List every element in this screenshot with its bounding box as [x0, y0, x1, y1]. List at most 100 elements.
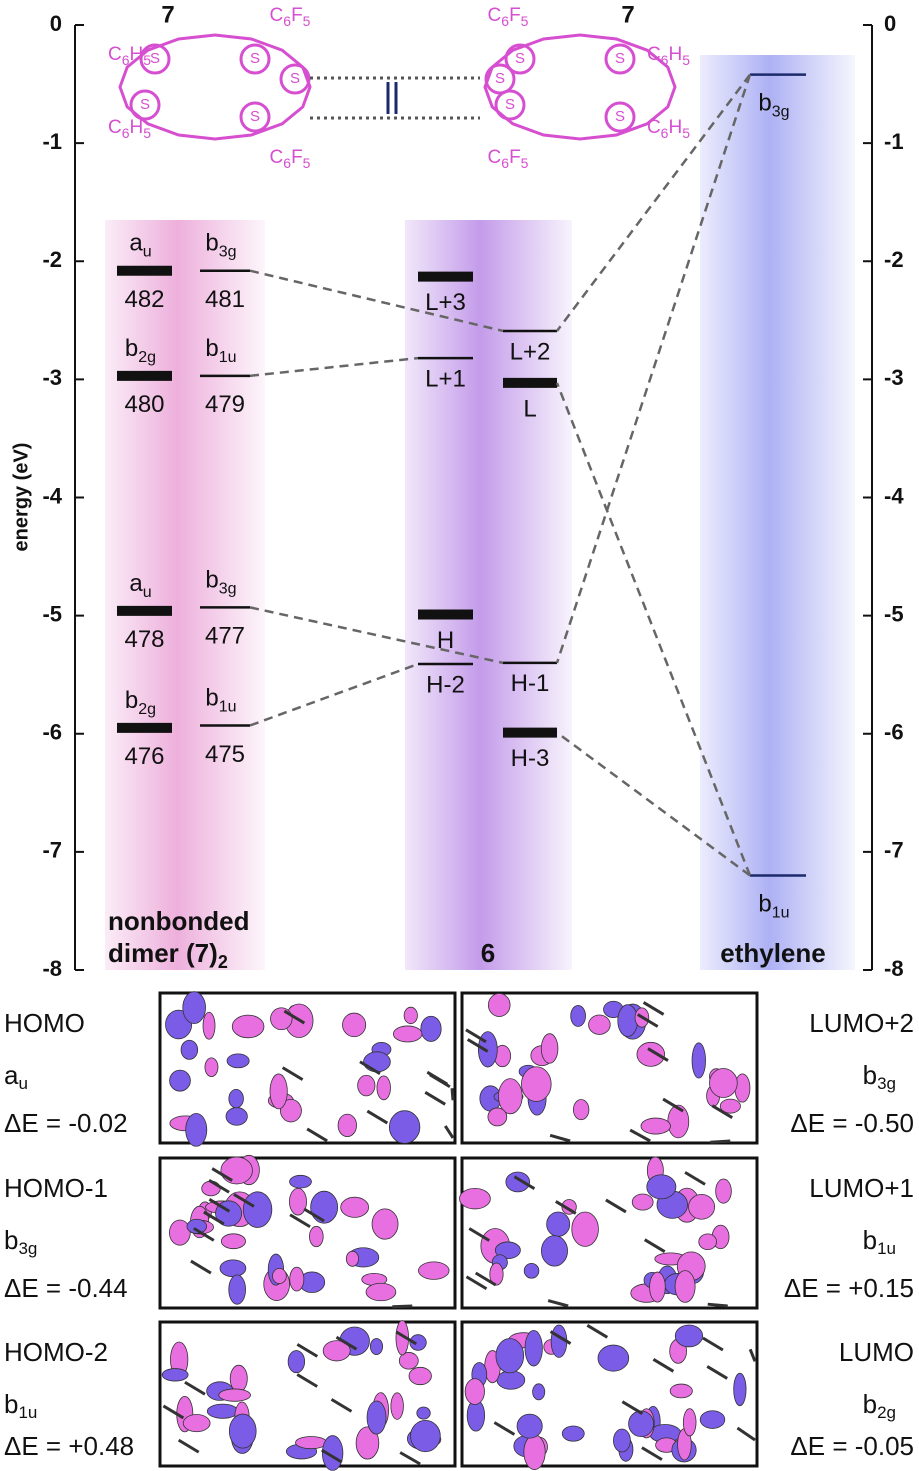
y-tick-label: -3 [884, 365, 904, 390]
ring-atom: S [250, 50, 260, 67]
level-label: H-1 [511, 670, 550, 697]
substituent: C6H5 [647, 44, 690, 68]
bond [621, 1400, 644, 1415]
bond [211, 1167, 233, 1182]
thiophene [129, 89, 161, 121]
bond [289, 1213, 311, 1229]
orbital-lobe [186, 1218, 208, 1234]
ring-atom: S [615, 50, 625, 67]
level-symmetry-base: b [205, 685, 218, 712]
orbital-lobe [532, 1383, 546, 1401]
compound-label: 7 [621, 1, 634, 28]
bond [684, 1171, 706, 1186]
orbital-name: LUMO+1 [809, 1173, 914, 1203]
orbital-panel [460, 991, 759, 1145]
orbital-lobe [688, 1193, 716, 1220]
bond [321, 1448, 343, 1464]
orbital-lobe [699, 1410, 726, 1429]
orbital-lobe [388, 1110, 421, 1144]
correlation-line [249, 606, 504, 665]
bond [193, 1227, 215, 1242]
bond [555, 1200, 577, 1215]
level-symmetry-sub: 3g [219, 244, 237, 261]
level-symmetry-sub: 1u [219, 349, 237, 366]
substituent: C6F5 [270, 5, 311, 29]
level-symmetry-base: b [758, 90, 771, 117]
level-symmetry: b1u [205, 685, 236, 716]
orbital-lobe [228, 1274, 246, 1305]
bond [662, 1097, 684, 1113]
orbital-lobe [355, 1426, 380, 1460]
level-symmetry-base: b [758, 891, 771, 918]
level-number: 478 [124, 626, 164, 653]
column-band [105, 220, 265, 970]
bond [647, 1047, 669, 1062]
orbital-lobe [289, 1174, 312, 1189]
bond [208, 1178, 230, 1194]
orbital-lobe [321, 1435, 344, 1471]
orbital-lobe [180, 1039, 199, 1060]
orbital-lobe [541, 1235, 568, 1267]
orbital-lobe [669, 1383, 693, 1399]
orbital-name: LUMO+2 [809, 1008, 914, 1038]
orbital-lobe [169, 1069, 191, 1092]
bond [399, 1451, 421, 1466]
substituent: C6F5 [488, 147, 529, 171]
bond [283, 1009, 306, 1025]
level-symmetry-sub: u [143, 244, 152, 261]
orbital-symmetry-sub: 1u [877, 1239, 896, 1258]
level-symmetry-sub: 2g [138, 701, 156, 718]
energy-change: ΔE = -0.05 [790, 1431, 914, 1461]
level-symmetry: au [129, 570, 151, 601]
orbital-lobe [161, 1368, 189, 1382]
group-title: nonbonded [108, 906, 250, 936]
orbital-symmetry: b1u [863, 1225, 896, 1259]
bond [395, 1330, 417, 1346]
orbital-lobe [523, 1262, 540, 1279]
orbital-lobe [340, 1196, 370, 1218]
orbital-lobe [487, 1107, 508, 1127]
bond [493, 1421, 516, 1436]
orbital-lobe [561, 1425, 585, 1442]
bond [468, 1227, 491, 1242]
bond [208, 1198, 231, 1213]
correlation-line [249, 356, 419, 378]
orbital-symmetry: b3g [4, 1225, 37, 1259]
orbital-lobe [182, 1414, 211, 1433]
bond [424, 1091, 446, 1106]
y-tick-label: -1 [42, 129, 62, 154]
level-symmetry-base: b [125, 687, 138, 714]
bond [652, 1358, 675, 1373]
orbital-lobe [498, 1078, 523, 1115]
bond [513, 1175, 536, 1190]
y-tick-label: -8 [884, 956, 904, 981]
bond [429, 1073, 451, 1089]
bond [736, 1426, 756, 1442]
y-tick-label: -6 [884, 720, 904, 745]
orbital-lobe [682, 1408, 697, 1437]
y-axis-label: energy (eV) [10, 443, 32, 552]
substituent: C6H5 [108, 44, 151, 68]
level-symmetry-base: b [205, 230, 218, 257]
thiophene [239, 43, 271, 75]
bond [359, 1060, 381, 1076]
orbital-lobe [709, 1068, 738, 1098]
compound-label: 7 [161, 1, 174, 28]
orbital-lobe [337, 1113, 357, 1138]
orbital-lobe [295, 1436, 328, 1450]
thiophene [484, 63, 516, 95]
ring-atom: S [140, 96, 150, 113]
level-number: 479 [205, 391, 245, 418]
level-label: L+2 [510, 338, 551, 365]
level-label: H-2 [426, 671, 465, 698]
level-symmetry: b3g [205, 567, 236, 598]
orbital-lobe [309, 1225, 324, 1248]
orbital-lobe [231, 1014, 265, 1039]
level-symmetry: b3g [205, 230, 236, 261]
orbital-lobe [691, 1042, 706, 1079]
level-symmetry-sub: 1u [772, 905, 790, 922]
orbital-symmetry: b1u [4, 1389, 37, 1423]
y-tick-label: -5 [884, 601, 904, 626]
orbital-lobe [649, 1271, 666, 1303]
level-number: 477 [205, 623, 245, 650]
